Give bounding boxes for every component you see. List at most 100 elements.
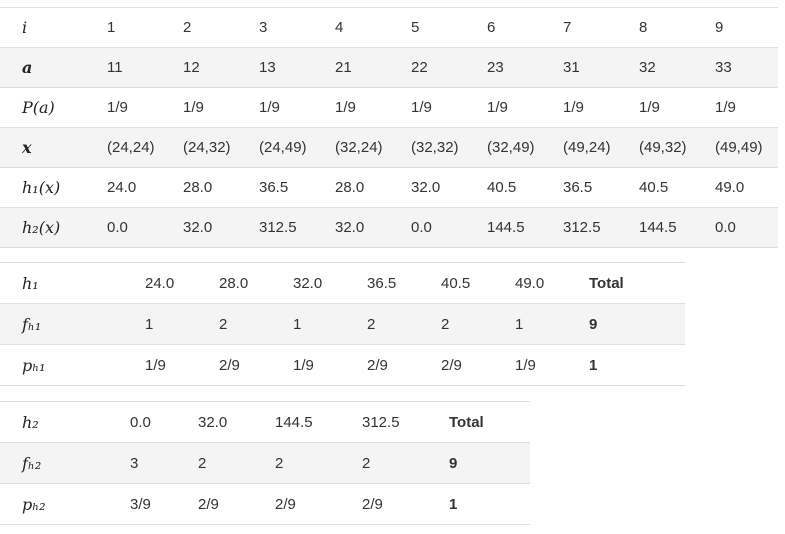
table-cell: 2/9 [275, 495, 296, 513]
table-cell: (49,32) [639, 139, 687, 156]
table-cell: 28.0 [183, 179, 213, 196]
row-label: h₂ [22, 412, 39, 432]
table-cell: 40.5 [441, 274, 471, 292]
row-label: P(a) [22, 98, 55, 117]
table-cell: 1 [107, 19, 116, 36]
row-label: fₕ₁ [22, 314, 42, 334]
table-cell: 0.0 [715, 219, 736, 236]
table-cell: 36.5 [563, 179, 593, 196]
table-cell: 24.0 [107, 179, 137, 196]
table-cell: (24,32) [183, 139, 231, 156]
table-cell: 2 [275, 454, 284, 472]
table-row: h₁ 24.0 28.0 32.0 36.5 40.5 49.0 Total [0, 263, 685, 304]
table-cell: 1/9 [639, 99, 660, 116]
table-cell: 28.0 [335, 179, 365, 196]
table-cell: 2 [367, 315, 376, 333]
table-cell: (24,24) [107, 139, 155, 156]
table-row: x (24,24) (24,32) (24,49) (32,24) (32,32) (32,… [0, 128, 778, 168]
table-cell: 32.0 [335, 219, 365, 236]
table-cell: 2 [219, 315, 228, 333]
table: h₁ 24.0 28.0 32.0 36.5 40.5 49.0 Total fₕ₁ 1 2 1 2 2 1… [0, 262, 685, 386]
row-label: a [22, 58, 33, 77]
table-cell: 3 [130, 454, 139, 472]
table-cell: 32.0 [198, 413, 228, 431]
row-label: pₕ₂ [22, 494, 46, 514]
table-cell: 0.0 [130, 413, 151, 431]
row-label: h₁ [22, 273, 39, 293]
table-cell: 1/9 [293, 356, 314, 374]
table-cell: 2 [441, 315, 450, 333]
table-cell: 2 [362, 454, 371, 472]
table-cell: 40.5 [487, 179, 517, 196]
table-cell: 1 [589, 356, 598, 374]
table-cell: 49.0 [515, 274, 545, 292]
table-cell: 1/9 [411, 99, 432, 116]
table-cell: 2 [183, 19, 192, 36]
table-cell: 1/9 [259, 99, 280, 116]
table-cell: 23 [487, 59, 504, 76]
table-row: pₕ₂ 3/9 2/9 2/9 2/9 1 [0, 484, 530, 525]
table-cell: 144.5 [639, 219, 677, 236]
table-cell: Total [589, 274, 624, 292]
table-row: i 1 2 3 4 5 6 7 8 9 [0, 8, 778, 48]
table-cell: 1/9 [715, 99, 736, 116]
table-cell: 32.0 [183, 219, 213, 236]
table-cell: 2/9 [441, 356, 462, 374]
row-label: h₂(x) [22, 218, 61, 237]
table-row: a 11 12 13 21 22 23 31 32 33 [0, 48, 778, 88]
table-cell: 1 [293, 315, 302, 333]
table-cell: 1/9 [183, 99, 204, 116]
table-cell: 1/9 [145, 356, 166, 374]
row-label: h₁(x) [22, 178, 61, 197]
table-row: fₕ₂ 3 2 2 2 9 [0, 443, 530, 484]
table-cell: 22 [411, 59, 428, 76]
table-cell: 1 [145, 315, 154, 333]
table-cell: 0.0 [411, 219, 432, 236]
table-row: h₂ 0.0 32.0 144.5 312.5 Total [0, 402, 530, 443]
table-cell: 2/9 [219, 356, 240, 374]
table-row: pₕ₁ 1/9 2/9 1/9 2/9 2/9 1/9 1 [0, 345, 685, 386]
table-cell: 1/9 [515, 356, 536, 374]
table-cell: 21 [335, 59, 352, 76]
table-cell: (32,49) [487, 139, 535, 156]
table-cell: 1 [515, 315, 524, 333]
table-cell: 32.0 [411, 179, 441, 196]
table-cell: (49,24) [563, 139, 611, 156]
table-cell: 2 [198, 454, 207, 472]
table: i 1 2 3 4 5 6 7 8 9 a 11 12 13 21 22 23 31 32 33 P(a) 1/9 1/9 1… [0, 7, 778, 248]
table-cell: (24,49) [259, 139, 307, 156]
table-cell: 2/9 [362, 495, 383, 513]
table-cell: 3 [259, 19, 268, 36]
row-label: fₕ₂ [22, 453, 42, 473]
table-cell: 32 [639, 59, 656, 76]
table-cell: 5 [411, 19, 420, 36]
table-row: P(a) 1/9 1/9 1/9 1/9 1/9 1/9 1/9 1/9 1/9 [0, 88, 778, 128]
table-cell: 9 [715, 19, 724, 36]
table-cell: 9 [449, 454, 458, 472]
table-cell: 144.5 [487, 219, 525, 236]
table-cell: 36.5 [367, 274, 397, 292]
table-cell: 4 [335, 19, 344, 36]
table-cell: 11 [107, 59, 123, 76]
table-cell: 312.5 [362, 413, 400, 431]
row-label: x [22, 138, 32, 157]
table-cell: (49,49) [715, 139, 763, 156]
table-cell: 1/9 [107, 99, 128, 116]
table-cell: 12 [183, 59, 200, 76]
table: h₂ 0.0 32.0 144.5 312.5 Total fₕ₂ 3 2 2 2 9 pₕ₂ 3/9 2/… [0, 401, 530, 525]
table-cell: 1/9 [335, 99, 356, 116]
table-cell: 40.5 [639, 179, 669, 196]
table-cell: 9 [589, 315, 598, 333]
table-cell: 312.5 [563, 219, 601, 236]
table-cell: 28.0 [219, 274, 249, 292]
table-cell: Total [449, 413, 484, 431]
table-cell: (32,32) [411, 139, 459, 156]
table-cell: 6 [487, 19, 496, 36]
table-cell: 0.0 [107, 219, 128, 236]
table-cell: 32.0 [293, 274, 323, 292]
table-cell: 36.5 [259, 179, 289, 196]
row-label: i [22, 18, 28, 37]
row-label: pₕ₁ [22, 355, 46, 375]
table-cell: 312.5 [259, 219, 297, 236]
